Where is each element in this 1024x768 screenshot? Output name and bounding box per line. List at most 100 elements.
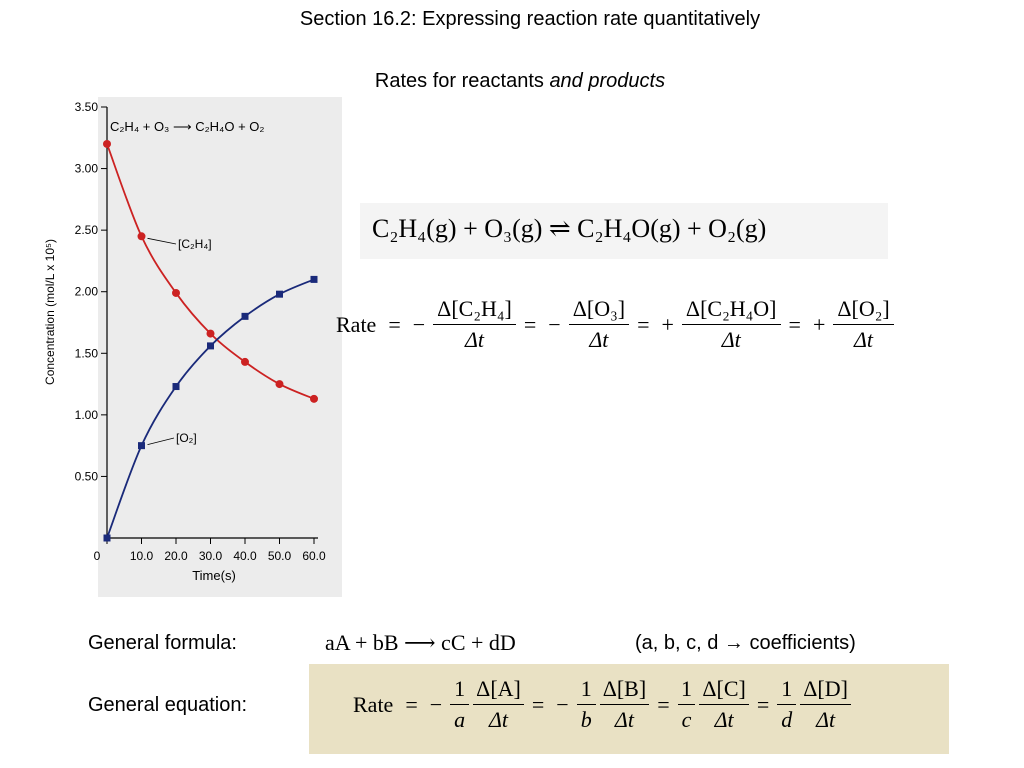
data-point	[206, 329, 215, 338]
rate-word: Rate	[353, 691, 394, 717]
equals-sign: =	[756, 691, 770, 717]
y-tick-label: 2.00	[75, 285, 99, 299]
general-term-denominator: Δt	[614, 707, 634, 732]
data-point	[172, 383, 180, 391]
reaction-background	[360, 203, 888, 259]
rate-term-denominator: Δt	[854, 327, 874, 352]
coefficient-numerator: 1	[677, 676, 696, 705]
equals-sign: =	[788, 311, 801, 337]
x-tick-label: 0	[94, 549, 101, 563]
coefficient-denominator: b	[580, 707, 592, 732]
series-line	[106, 143, 315, 400]
series-leader-line	[147, 437, 175, 446]
general-term-numerator: Δ[D]	[800, 676, 851, 705]
data-point	[137, 232, 146, 241]
y-tick-label: 2.50	[75, 223, 99, 237]
general-term-numerator: Δ[B]	[599, 676, 650, 705]
general-term-denominator: Δt	[489, 707, 509, 732]
equals-sign: =	[657, 691, 670, 717]
slide-subtitle: Rates for reactants and products	[0, 70, 1024, 93]
x-tick-label: 10.0	[130, 549, 154, 563]
y-tick-label: 0.50	[75, 469, 99, 483]
rate-term-numerator: Δ[C₂H₄]	[433, 296, 516, 325]
data-point	[310, 275, 318, 283]
coefficient-numerator: 1	[576, 676, 596, 705]
data-point	[310, 394, 318, 403]
general-formula: aA + bB ⟶ cC + dD	[325, 630, 516, 655]
x-tick-label: 30.0	[199, 549, 223, 563]
coefficient-numerator: 1	[777, 676, 797, 705]
y-tick-label: 3.50	[75, 100, 99, 114]
rate-term-numerator: Δ[C₂H₄O]	[681, 296, 781, 325]
y-tick-label: 1.00	[75, 408, 99, 422]
chart-panel	[98, 97, 342, 597]
y-tick-label: 3.00	[75, 162, 99, 176]
rate-term-sign: +	[812, 311, 826, 337]
coefficient-denominator: d	[781, 707, 793, 732]
data-point	[207, 342, 214, 350]
series-line	[106, 278, 315, 539]
chart-plot-area: 0.50 1.00 1.50 2.00 2.50 3.00 3.50 0 10.0 20.0 30.…	[75, 100, 326, 563]
rate-term-fraction: Δ[O₃] Δt	[568, 296, 630, 353]
series-label: [C₂H₄]	[178, 237, 212, 251]
reaction-label: C₂H₄ + O₃ ⟶ C₂H₄O + O₂	[110, 119, 264, 134]
y-tick-label: 1.50	[75, 346, 99, 360]
general-equation-label: General equation:	[88, 694, 248, 716]
series-label: [O₂]	[176, 431, 197, 445]
x-axis-label: Time(s)	[192, 568, 236, 583]
rate-term-fraction: Δ[C₂H₄] Δt	[433, 296, 516, 353]
general-rate-equation: Rate = −1 a Δ[A] Δt = −1 b Δ[B] Δt = 1 c Δ[C] Δt = 1 d Δ[D]…	[347, 676, 853, 733]
rate-term-fraction: Δ[O₂] Δt	[833, 296, 894, 353]
equals-sign: =	[405, 691, 418, 717]
subtitle-plain: Rates for reactants	[374, 70, 550, 92]
rate-term-numerator: Δ[O₃]	[568, 296, 630, 325]
rate-term-denominator: Δt	[721, 327, 741, 352]
coefficient-numerator: 1	[450, 676, 470, 705]
x-tick-label: 20.0	[164, 549, 188, 563]
equals-sign: =	[637, 311, 650, 337]
data-point	[241, 357, 249, 366]
general-term-fraction: Δ[B] Δt	[599, 676, 650, 733]
x-tick-label: 60.0	[302, 549, 326, 563]
general-formula-label: General formula:	[88, 632, 237, 654]
data-point	[241, 312, 249, 320]
subtitle-italic: and products	[549, 70, 666, 92]
rate-term-fraction: Δ[C₂H₄O] Δt	[681, 296, 781, 353]
general-term-sign: −	[556, 691, 569, 717]
rate-term-numerator: Δ[O₂]	[833, 296, 894, 325]
data-point	[138, 442, 145, 450]
general-equation-background	[309, 664, 949, 754]
general-term-sign: −	[429, 691, 443, 717]
general-term-numerator: Δ[A]	[473, 676, 524, 705]
series-leader-line	[147, 237, 177, 245]
rate-expression: Rate = − Δ[C₂H₄] Δt = − Δ[O₃] Δt = + Δ[C₂H₄O] Δt = + Δ[…	[330, 296, 896, 353]
x-tick-label: 40.0	[233, 549, 257, 563]
equals-sign: =	[388, 311, 401, 337]
general-term-denominator: Δt	[816, 707, 836, 732]
general-term-numerator: Δ[C]	[699, 676, 749, 705]
balanced-reaction-equation: C₂H₄(g) + O₃(g) ⇌ C₂H₄O(g) + O₂(g)	[372, 214, 767, 243]
general-term-denominator: Δt	[714, 707, 734, 732]
equals-sign: =	[531, 691, 545, 717]
rate-term-sign: +	[661, 311, 674, 337]
general-term-fraction: Δ[D] Δt	[800, 676, 851, 733]
general-term-fraction: Δ[C] Δt	[699, 676, 749, 733]
coefficient-denominator: a	[454, 707, 466, 732]
rate-term-denominator: Δt	[465, 327, 485, 352]
equals-sign: =	[523, 311, 537, 337]
data-point	[103, 139, 111, 148]
x-tick-label: 50.0	[268, 549, 292, 563]
data-point	[275, 380, 284, 389]
data-point	[103, 534, 111, 542]
rate-word: Rate	[336, 311, 377, 337]
rate-term-sign: −	[412, 311, 426, 337]
data-point	[172, 288, 180, 297]
y-axis-title: Concentration (mol/L x 10⁵)	[43, 239, 57, 385]
data-point	[276, 290, 283, 298]
general-term-fraction: Δ[A] Δt	[473, 676, 524, 733]
coefficient-denominator: c	[681, 707, 692, 732]
